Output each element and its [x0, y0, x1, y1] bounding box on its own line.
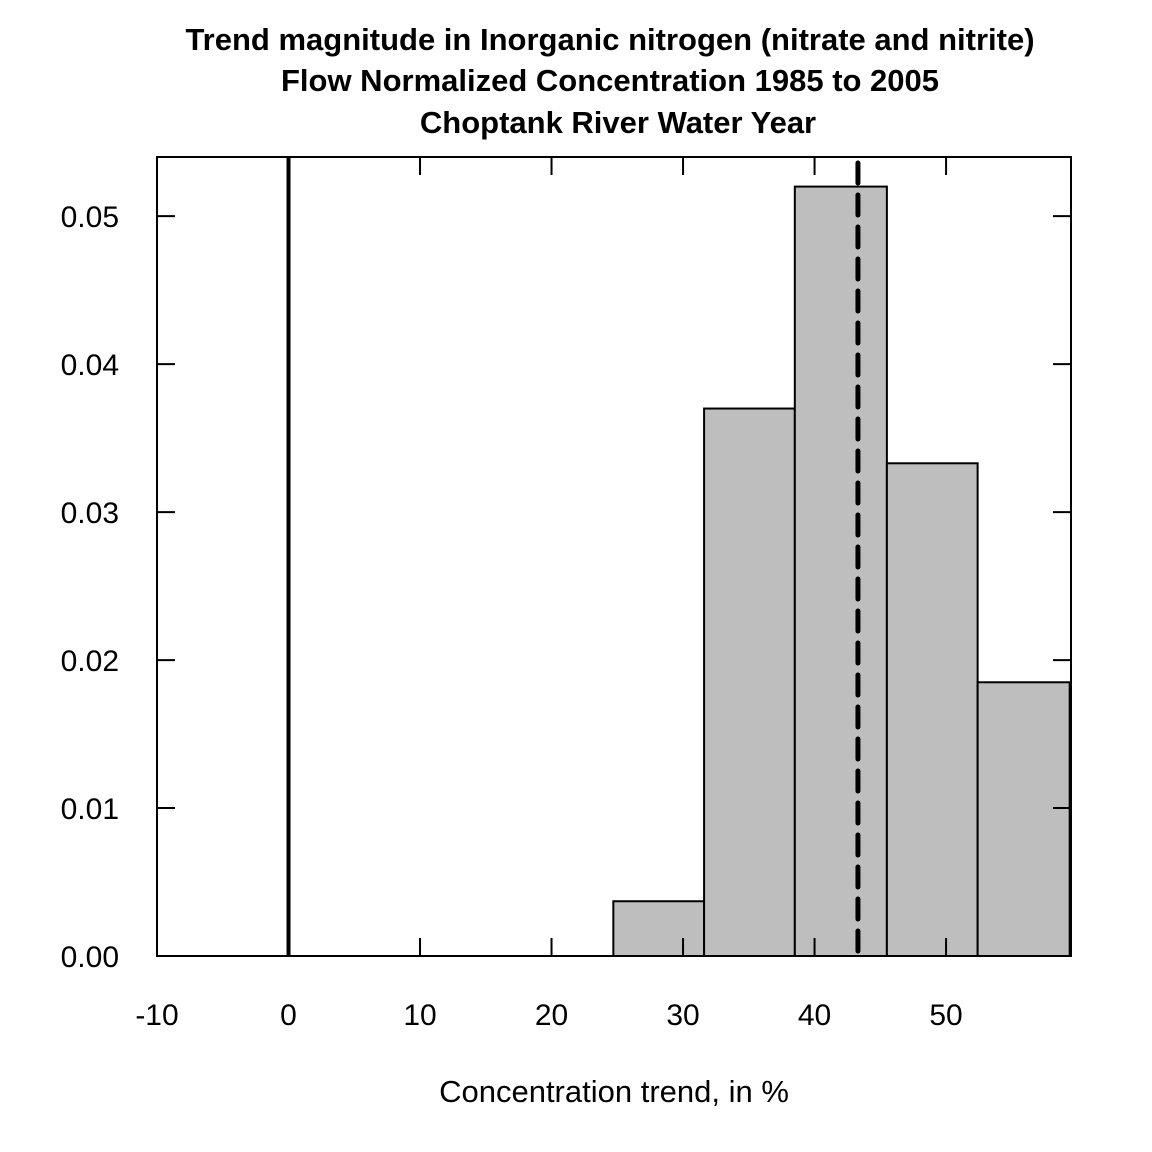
y-tick-label-4: 0.04 — [61, 349, 119, 382]
x-tick-label-1: 0 — [280, 999, 297, 1032]
histogram-bar-2 — [793, 185, 888, 957]
x-tick-label-0: -10 — [135, 999, 178, 1032]
histogram-bar-0 — [612, 900, 706, 958]
x-tick-label-4: 30 — [666, 999, 699, 1032]
chart-title: Trend magnitude in Inorganic nitrogen (n… — [185, 22, 1034, 140]
title-line-2: Flow Normalized Concentration 1985 to 20… — [281, 63, 939, 98]
x-tick-label-6: 50 — [929, 999, 962, 1032]
histogram-bar-3 — [885, 462, 979, 957]
y-tick-label-1: 0.01 — [61, 793, 119, 826]
y-tick-label-5: 0.05 — [61, 201, 119, 234]
x-tick-label-3: 20 — [535, 999, 568, 1032]
histogram-bars — [612, 185, 1071, 958]
plot-frame — [156, 156, 1072, 957]
x-axis: -10 0 10 20 30 40 50 — [135, 157, 963, 1032]
y-axis: 0.00 0.01 0.02 0.03 0.04 0.05 — [61, 201, 1071, 974]
reference-lines — [286, 157, 861, 959]
y-tick-label-3: 0.03 — [61, 497, 119, 530]
y-tick-label-0: 0.00 — [61, 941, 119, 974]
histogram-bar-1 — [703, 407, 796, 957]
y-tick-label-2: 0.02 — [61, 645, 119, 678]
title-line-1: Trend magnitude in Inorganic nitrogen (n… — [185, 22, 1034, 57]
histogram-bar-4 — [976, 681, 1071, 957]
x-tick-label-5: 40 — [798, 999, 831, 1032]
x-axis-label: Concentration trend, in % — [439, 1074, 789, 1109]
x-tick-label-2: 10 — [403, 999, 436, 1032]
title-line-3: Choptank River Water Year — [420, 105, 816, 140]
